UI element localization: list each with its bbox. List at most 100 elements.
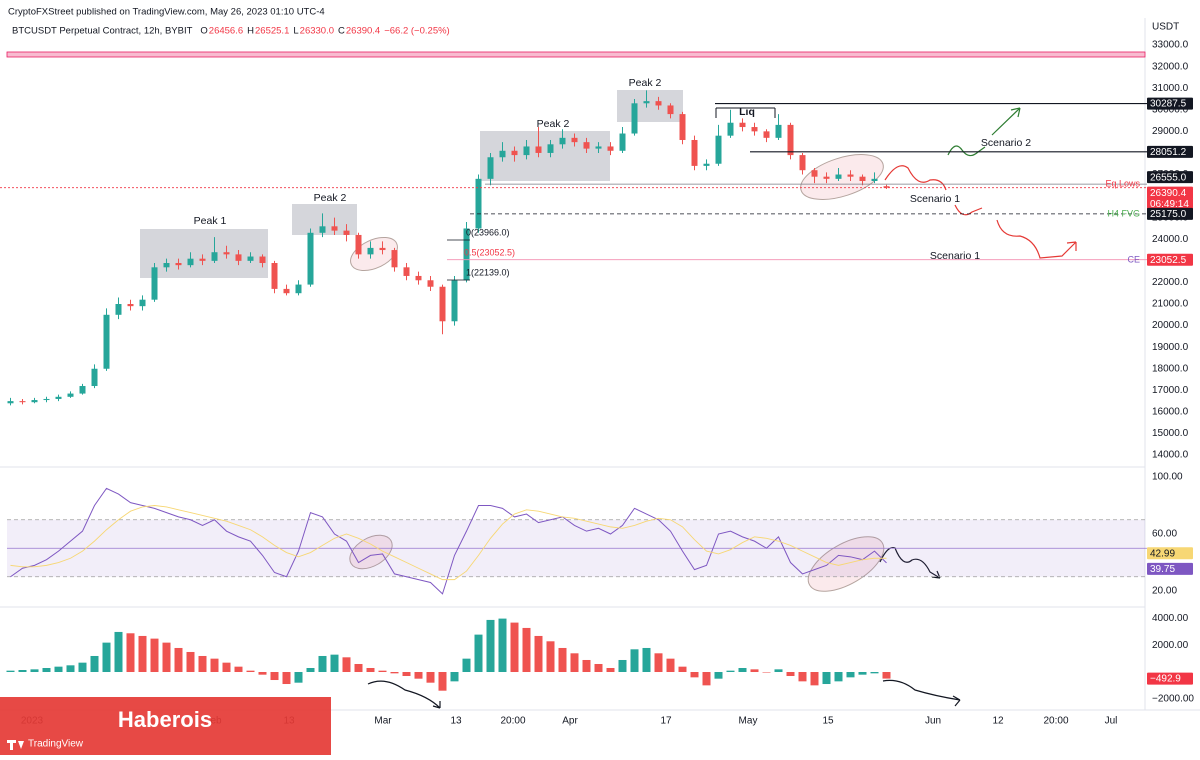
annotation: H4 FVG xyxy=(1107,208,1140,218)
macd-bar xyxy=(666,658,675,673)
watermark: Haberois xyxy=(118,707,212,732)
candle-body xyxy=(43,398,50,401)
axis-price-label: 26555.0 xyxy=(1150,172,1187,183)
macd-bar xyxy=(498,618,507,673)
axis-price-label: 42.99 xyxy=(1150,548,1175,559)
annotation: 0.5(23052.5) xyxy=(464,247,515,257)
axis-price-box xyxy=(1147,253,1193,266)
x-tick-label: Jun xyxy=(925,716,941,727)
candle-body xyxy=(391,250,398,268)
candle-body xyxy=(259,256,266,264)
axis-price-box xyxy=(1147,562,1193,575)
macd-bar xyxy=(270,672,279,681)
macd-bar xyxy=(510,622,519,673)
macd-bar xyxy=(714,672,723,679)
macd-bar xyxy=(858,672,867,675)
macd-bar xyxy=(402,672,411,677)
macd-bar xyxy=(90,655,99,673)
axis-price-box xyxy=(1147,197,1193,210)
macd-bar xyxy=(222,662,231,673)
macd-bar xyxy=(138,635,147,673)
candle-body xyxy=(607,146,614,151)
macd-bar xyxy=(474,634,483,673)
axis-price-label: 23052.5 xyxy=(1150,255,1187,266)
candle-body xyxy=(775,124,782,138)
candle-body xyxy=(67,393,74,397)
chart-layer: O 26456.6 H 26525.1 L 26330.0 C 26390.4 −66.2 (−… xyxy=(0,22,1194,727)
axis-price-label: 28051.2 xyxy=(1150,147,1187,158)
candle-body xyxy=(223,252,230,255)
candle-body xyxy=(319,226,326,233)
candle-body xyxy=(571,137,578,143)
macd-bar xyxy=(774,669,783,673)
macd-bar xyxy=(618,659,627,673)
y-tick-label: 17000.0 xyxy=(1152,385,1189,396)
macd-bar xyxy=(54,666,63,673)
macd-bar xyxy=(642,647,651,673)
macd-bar xyxy=(330,654,339,673)
candle-body xyxy=(283,288,290,294)
candle-body xyxy=(691,139,698,166)
candle-body xyxy=(235,254,242,261)
candle-body xyxy=(655,101,662,106)
macd-bar xyxy=(378,670,387,673)
axis-price-label: 26390.4 xyxy=(1150,188,1187,199)
annotation: Peak 2 xyxy=(314,192,347,204)
candle-body xyxy=(439,286,446,322)
rsi-line xyxy=(10,505,887,581)
candle-body xyxy=(247,256,254,261)
candle-body xyxy=(703,163,710,166)
x-tick-label: 17 xyxy=(660,716,672,727)
candle-body xyxy=(523,146,530,156)
ohlc-key: H xyxy=(247,26,254,37)
x-tick-label: May xyxy=(739,716,758,727)
y-tick-label: 20.00 xyxy=(1152,586,1177,597)
macd-bar xyxy=(678,666,687,673)
macd-bar xyxy=(30,669,39,673)
macd-bar xyxy=(522,627,531,673)
brand-logo xyxy=(7,740,24,750)
highlight-ellipse xyxy=(349,534,393,570)
candle-body xyxy=(511,150,518,156)
macd-bar xyxy=(798,672,807,682)
candle-body xyxy=(679,114,686,140)
axis-price-box xyxy=(1147,186,1193,199)
axis-price-box xyxy=(1147,171,1193,184)
macd-bar xyxy=(870,672,879,674)
candle-body xyxy=(187,258,194,266)
candle-body xyxy=(451,280,458,322)
macd-bar xyxy=(234,666,243,673)
candle-body xyxy=(643,101,650,104)
macd-bar xyxy=(18,670,27,673)
candle-body xyxy=(151,267,158,300)
x-tick-label: 20:00 xyxy=(1043,716,1068,727)
y-tick-label: 32000.0 xyxy=(1152,61,1189,72)
y-tick-label: 100.00 xyxy=(1152,472,1183,483)
candle-body xyxy=(31,400,38,403)
macd-bar xyxy=(846,672,855,678)
macd-bar xyxy=(558,647,567,673)
axis-price-box xyxy=(1147,672,1193,685)
resistance-zone xyxy=(6,51,1146,58)
candle-body xyxy=(823,176,830,179)
macd-bar xyxy=(78,662,87,673)
publisher: CryptoFXStreet published on TradingView.… xyxy=(8,7,325,18)
candle-body xyxy=(307,232,314,285)
candle-body xyxy=(403,267,410,276)
candle-body xyxy=(595,146,602,149)
candle-body xyxy=(343,230,350,235)
x-tick-label: Apr xyxy=(562,716,578,727)
candle-body xyxy=(7,401,14,404)
candle-body xyxy=(715,135,722,164)
y-tick-label: −2000.00 xyxy=(1152,693,1194,704)
candle-body xyxy=(811,170,818,177)
macd-bar xyxy=(570,653,579,673)
macd-bar xyxy=(306,667,315,673)
y-tick-label: 31000.0 xyxy=(1152,83,1189,94)
axis-price-label: 25175.0 xyxy=(1150,209,1187,220)
annotation: CE xyxy=(1127,254,1140,264)
macd-bar xyxy=(834,672,843,682)
annotation: Liq xyxy=(739,106,755,118)
macd-bar xyxy=(246,670,255,673)
